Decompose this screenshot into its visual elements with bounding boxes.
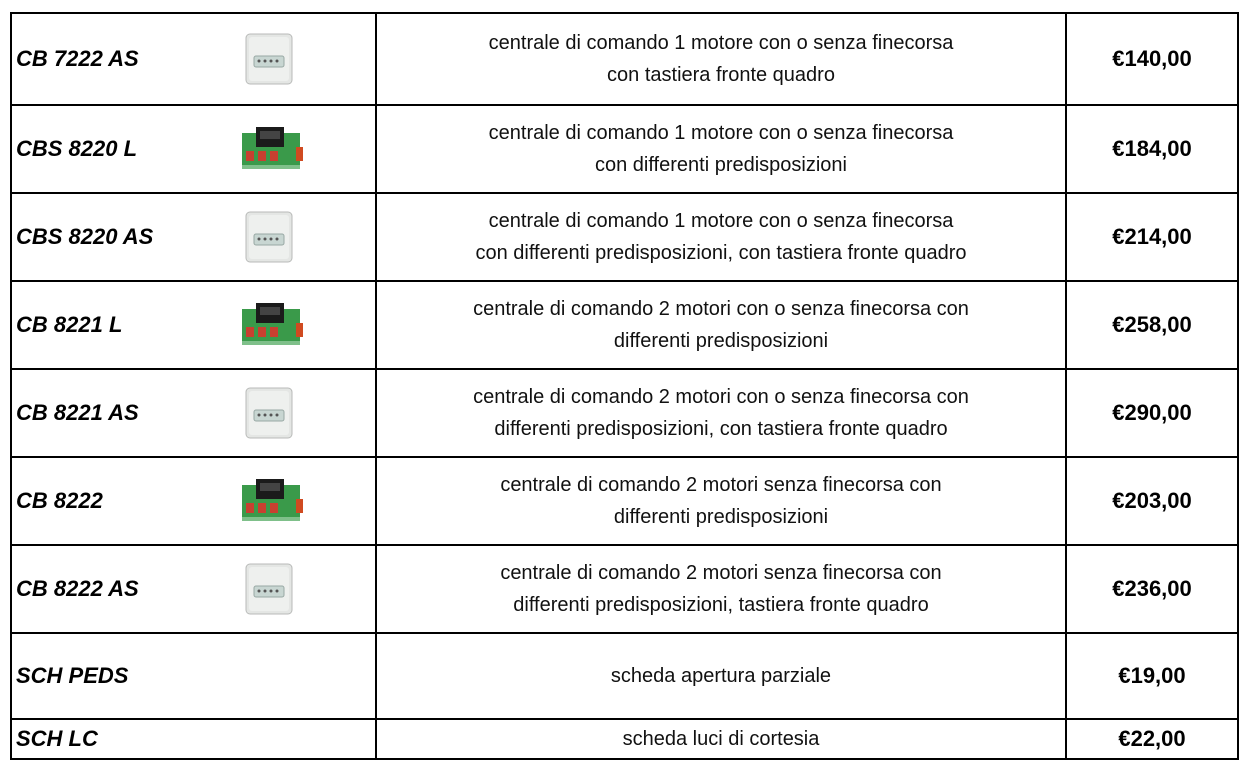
code-text: CBS 8220 AS [16, 224, 154, 249]
description-line: differenti predisposizioni, tastiera fro… [513, 594, 929, 616]
price: €214,00 [1065, 192, 1239, 282]
description-line: centrale di comando 2 motori senza finec… [500, 562, 942, 584]
description-line: scheda luci di cortesia [622, 728, 820, 750]
description-line: con differenti predisposizioni [594, 154, 847, 176]
description-line: centrale di comando 2 motori senza finec… [500, 474, 942, 496]
product-image [245, 33, 293, 85]
description: centrale di comando 1 motore con o senza… [375, 104, 1067, 194]
price: €290,00 [1065, 368, 1239, 458]
price: €184,00 [1065, 104, 1239, 194]
table-row: CB 8222 centrale di comando 2 motori senz… [10, 456, 1239, 546]
code-text: SCH PEDS [16, 663, 129, 688]
description-line: differenti predisposizioni, con tastiera… [494, 418, 948, 440]
price-table: CB 7222 AS centrale di comando 1 motore c… [10, 12, 1239, 760]
description: centrale di comando 1 motore con o senza… [375, 192, 1067, 282]
description: scheda luci di cortesia [375, 718, 1067, 760]
code-text: SCH LC [16, 726, 98, 751]
code-text: CB 8221 AS [16, 400, 139, 425]
code-text: CB 8222 [16, 488, 103, 513]
table-row: SCH PEDS scheda apertura parziale €19,00 [10, 632, 1239, 720]
product-code: CB 8222 AS [10, 544, 377, 634]
product-code: CB 8221 L [10, 280, 377, 370]
table-row: CB 7222 AS centrale di comando 1 motore c… [10, 12, 1239, 106]
product-image [245, 211, 293, 263]
price: €203,00 [1065, 456, 1239, 546]
description: centrale di comando 2 motori senza finec… [375, 456, 1067, 546]
product-code: CBS 8220 L [10, 104, 377, 194]
table-row: CBS 8220 L centrale di comando 1 motore c… [10, 104, 1239, 194]
description-line: centrale di comando 1 motore con o senza… [488, 122, 954, 144]
table-row: SCH LC scheda luci di cortesia €22,00 [10, 718, 1239, 760]
table-row: CBS 8220 AS centrale di comando 1 motore … [10, 192, 1239, 282]
description: centrale di comando 2 motori senza finec… [375, 544, 1067, 634]
product-code: CB 7222 AS [10, 12, 377, 106]
price: €236,00 [1065, 544, 1239, 634]
product-image [245, 563, 293, 615]
product-image [242, 127, 303, 169]
code-text: CBS 8220 L [16, 136, 138, 161]
description-line: differenti predisposizioni [613, 330, 829, 352]
description-line: differenti predisposizioni [613, 506, 829, 528]
price: €22,00 [1065, 718, 1239, 760]
product-code: SCH PEDS [10, 632, 377, 720]
description-line: centrale di comando 2 motori con o senza… [473, 386, 969, 408]
description: centrale di comando 2 motori con o senza… [375, 280, 1067, 370]
product-image [242, 479, 303, 521]
code-text: CB 7222 AS [16, 46, 139, 71]
table-row: CB 8222 AS centrale di comando 2 motori s… [10, 544, 1239, 634]
product-image [245, 387, 293, 439]
code-text: CB 8222 AS [16, 576, 139, 601]
description-line: scheda apertura parziale [610, 665, 832, 687]
product-code: CB 8221 AS [10, 368, 377, 458]
description-line: con differenti predisposizioni, con tast… [475, 242, 967, 264]
description-line: centrale di comando 1 motore con o senza… [488, 210, 954, 232]
description-line: con tastiera fronte quadro [607, 64, 835, 86]
product-code: CB 8222 [10, 456, 377, 546]
product-code: CBS 8220 AS [10, 192, 377, 282]
description: scheda apertura parziale [375, 632, 1067, 720]
table-row: CB 8221 L centrale di comando 2 motori co… [10, 280, 1239, 370]
table-row: CB 8221 AS centrale di comando 2 motori c… [10, 368, 1239, 458]
description: centrale di comando 1 motore con o senza… [375, 12, 1067, 106]
code-text: CB 8221 L [16, 312, 123, 337]
description: centrale di comando 2 motori con o senza… [375, 368, 1067, 458]
price: €19,00 [1065, 632, 1239, 720]
description-line: centrale di comando 2 motori con o senza… [473, 298, 969, 320]
description-line: centrale di comando 1 motore con o senza… [488, 32, 954, 54]
price: €258,00 [1065, 280, 1239, 370]
table-body: CB 7222 AS centrale di comando 1 motore c… [10, 12, 1239, 760]
product-image [242, 303, 303, 345]
product-code: SCH LC [10, 718, 377, 760]
price: €140,00 [1065, 12, 1239, 106]
